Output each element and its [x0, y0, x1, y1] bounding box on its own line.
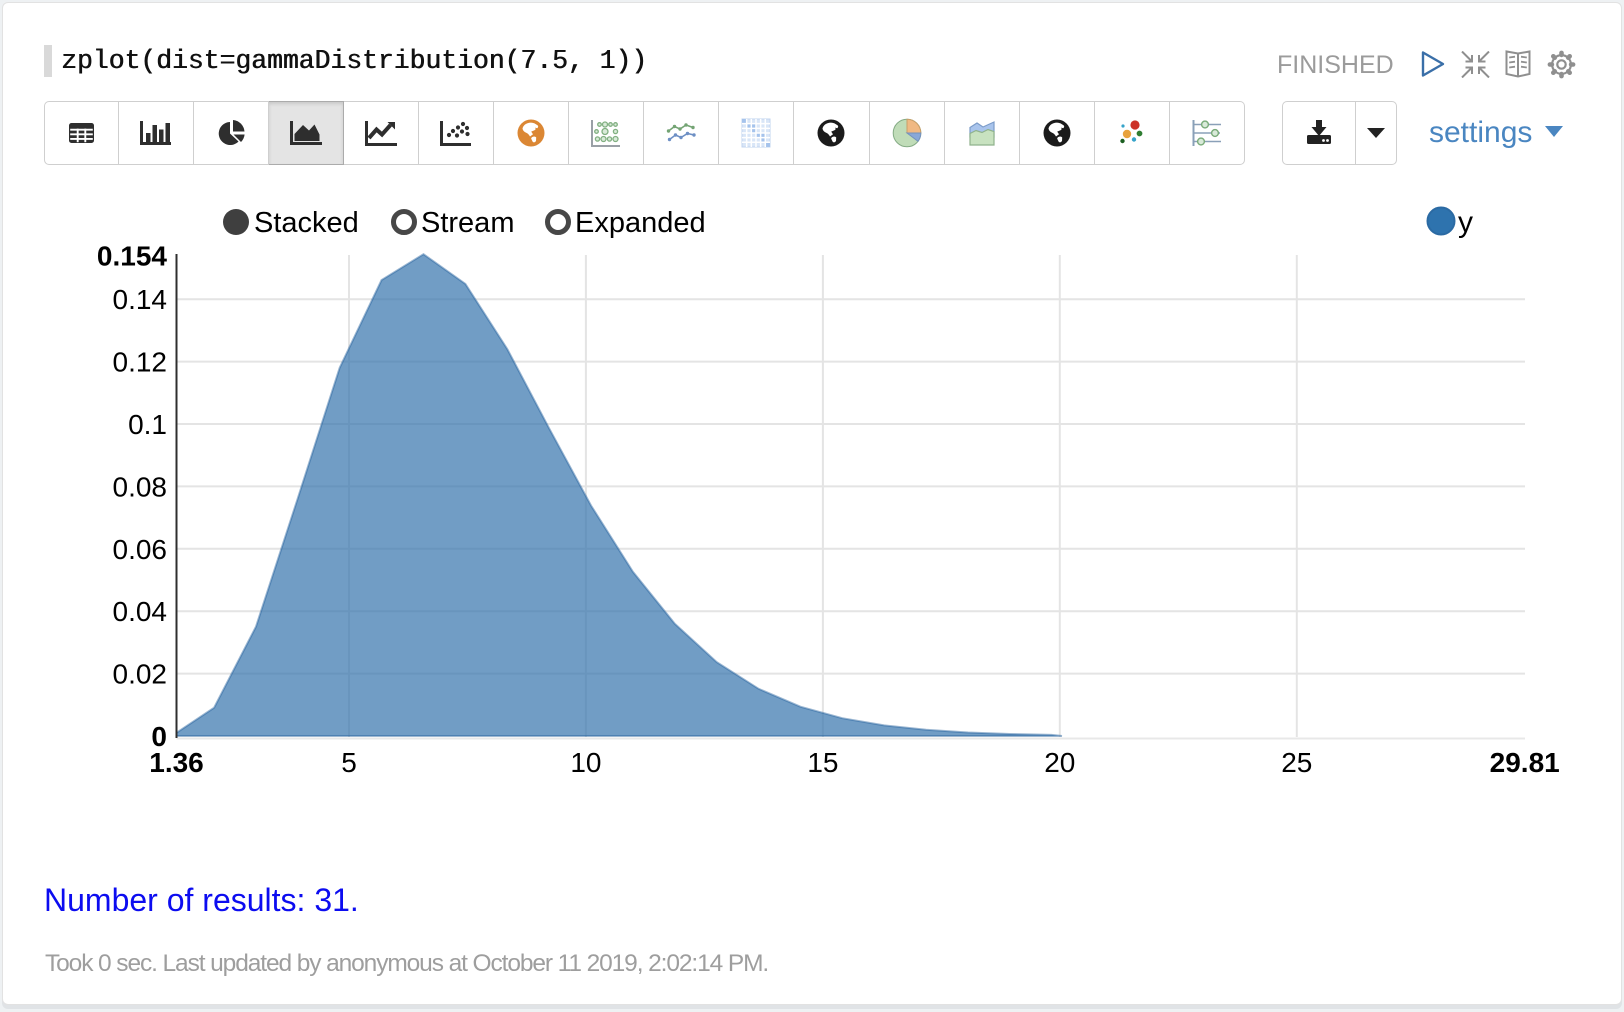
svg-text:y: y [1458, 206, 1473, 239]
svg-text:0.12: 0.12 [113, 347, 168, 378]
svg-text:Stream: Stream [421, 207, 514, 239]
svg-text:Expanded: Expanded [575, 207, 706, 239]
svg-text:Stacked: Stacked [254, 207, 359, 239]
svg-text:5: 5 [341, 747, 357, 778]
svg-text:0.154: 0.154 [97, 241, 167, 272]
svg-text:10: 10 [570, 747, 601, 778]
svg-text:0.02: 0.02 [113, 659, 168, 690]
svg-text:29.81: 29.81 [1490, 747, 1560, 778]
svg-text:1.36: 1.36 [149, 747, 204, 778]
svg-text:0.14: 0.14 [113, 284, 168, 315]
svg-text:0: 0 [151, 721, 167, 752]
svg-text:0.06: 0.06 [113, 534, 168, 565]
svg-text:25: 25 [1281, 747, 1312, 778]
svg-text:0.04: 0.04 [113, 596, 168, 627]
svg-text:20: 20 [1044, 747, 1075, 778]
svg-text:0.08: 0.08 [113, 471, 168, 502]
svg-text:15: 15 [807, 747, 838, 778]
svg-text:0.1: 0.1 [128, 409, 167, 440]
